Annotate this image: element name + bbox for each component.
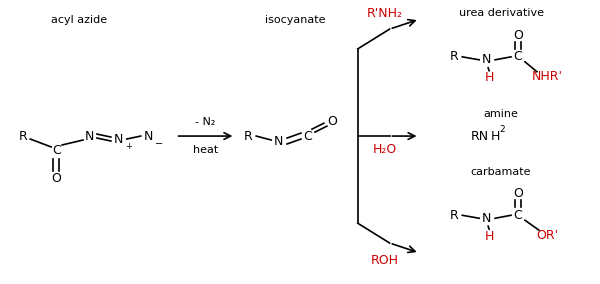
Text: OR': OR' [536,229,558,242]
Text: N: N [481,53,491,66]
Text: heat: heat [193,145,218,155]
Text: N: N [274,135,283,147]
Text: −: − [155,139,163,149]
Text: ROH: ROH [371,254,398,267]
Text: C: C [514,209,523,222]
Text: R'NH₂: R'NH₂ [367,7,403,20]
Text: H: H [484,229,494,243]
Text: 2: 2 [499,125,505,134]
Text: O: O [51,172,61,185]
Text: N: N [481,212,491,225]
Text: O: O [513,187,523,200]
Text: acyl azide: acyl azide [51,15,107,25]
Text: R: R [450,50,458,63]
Text: N: N [114,133,124,145]
Text: RN: RN [471,130,490,143]
Text: C: C [52,144,61,157]
Text: +: + [125,143,132,151]
Text: - N₂: - N₂ [195,117,215,127]
Text: isocyanate: isocyanate [265,15,325,25]
Text: NHR': NHR' [532,70,562,83]
Text: R: R [450,209,458,222]
Text: O: O [327,115,337,128]
Text: H: H [491,130,500,143]
Text: C: C [514,50,523,63]
Text: C: C [304,130,313,143]
Text: N: N [144,130,154,143]
Text: H₂O: H₂O [373,143,397,156]
Text: urea derivative: urea derivative [458,8,544,18]
Text: carbamate: carbamate [471,167,532,177]
Text: N: N [84,130,94,143]
Text: R: R [19,130,28,143]
Text: amine: amine [484,109,518,119]
Text: R: R [244,130,253,143]
Text: O: O [513,29,523,41]
Text: H: H [484,71,494,84]
